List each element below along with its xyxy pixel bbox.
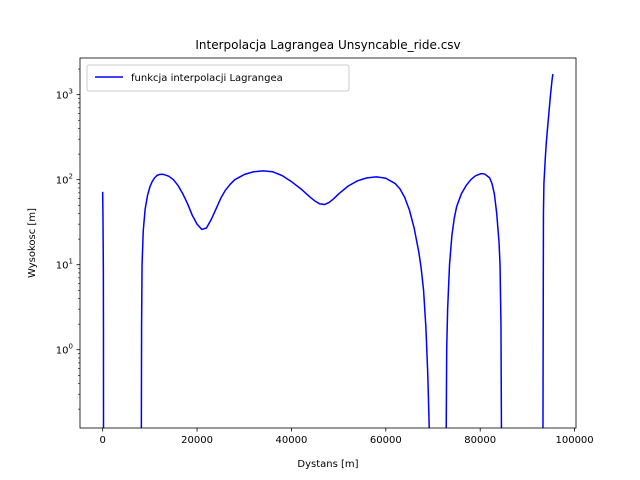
y-tick-label: 101 [56,258,73,272]
legend: funkcja interpolacji Lagrangea [86,64,350,92]
legend-label: funkcja interpolacji Lagrangea [131,73,283,84]
legend-box [86,64,350,92]
x-tick-label: 100000 [555,435,593,446]
series-line-segment [101,191,105,428]
y-axis: 100 101 102 103 [56,68,80,410]
x-axis: 0 20000 40000 60000 80000 100000 [99,428,594,446]
plot-frame [79,57,577,429]
series-line-segment [140,170,430,428]
y-axis-label: Wysokosc [m] [27,208,38,278]
x-tick-label: 40000 [276,435,308,446]
plot-area [79,57,577,429]
series-line-segment [445,172,503,428]
x-axis-label: Dystans [m] [297,459,358,470]
y-tick-label: 100 [56,343,73,357]
series-layer [101,73,554,428]
x-tick-label: 20000 [181,435,213,446]
y-tick-label: 102 [56,173,73,187]
x-tick-label: 0 [99,435,105,446]
series-line-segment [542,73,554,428]
x-tick-label: 60000 [370,435,402,446]
y-tick-label: 103 [56,88,73,102]
chart-title: Interpolacja Lagrangea Unsyncable_ride.c… [195,38,460,52]
x-tick-label: 80000 [464,435,496,446]
